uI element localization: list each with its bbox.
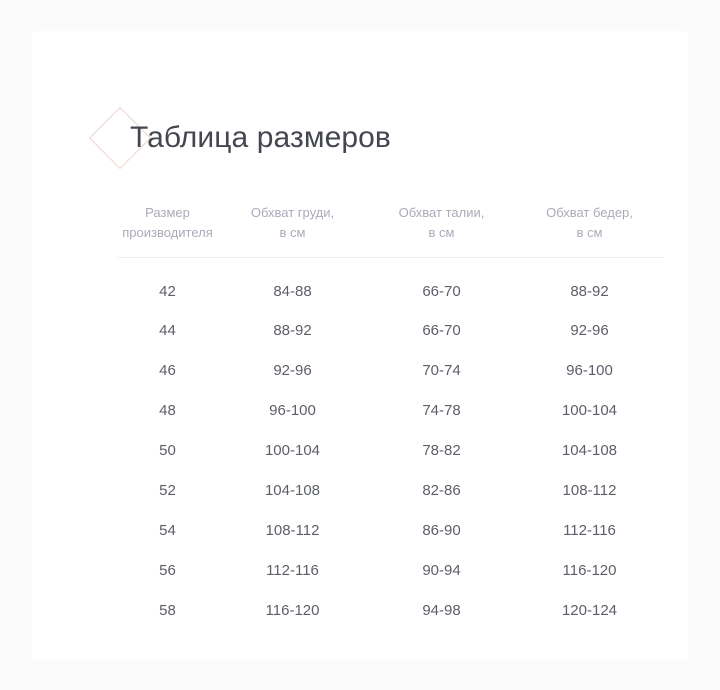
table-row: 46 92-96 70-74 96-100	[117, 351, 663, 391]
cell-hips: 104-108	[561, 442, 618, 460]
cell-chest: 104-108	[264, 482, 321, 500]
cell-hips: 88-92	[570, 282, 609, 300]
cell-waist: 78-82	[422, 442, 461, 460]
cell-waist: 74-78	[422, 402, 461, 420]
cell-hips: 92-96	[570, 322, 609, 340]
size-chart-table: Размер производителя Обхват груди, в см …	[117, 203, 663, 631]
cell-size: 54	[159, 522, 176, 540]
page-title: Таблица размеров	[130, 121, 391, 154]
cell-waist: 94-98	[422, 602, 461, 620]
table-row: 50 100-104 78-82 104-108	[117, 431, 663, 471]
cell-chest: 108-112	[265, 522, 320, 540]
cell-waist: 66-70	[422, 282, 461, 300]
cell-waist: 66-70	[422, 322, 461, 340]
table-row: 44 88-92 66-70 92-96	[117, 311, 663, 351]
cell-hips: 120-124	[561, 602, 618, 620]
cell-chest: 96-100	[269, 402, 316, 420]
cell-hips: 112-116	[563, 522, 616, 540]
table-header-row: Размер производителя Обхват груди, в см …	[117, 203, 663, 259]
cell-size: 56	[159, 562, 176, 580]
cell-size: 46	[159, 362, 176, 380]
column-header-hips: Обхват бедер, в см	[516, 203, 663, 259]
column-header-waist: Обхват талии, в см	[367, 203, 516, 259]
cell-size: 48	[159, 402, 176, 420]
table-row: 52 104-108 82-86 108-112	[117, 471, 663, 511]
title-block: Таблица размеров	[88, 106, 391, 170]
column-header-manufacturer-size: Размер производителя	[117, 203, 218, 259]
cell-waist: 70-74	[422, 362, 461, 380]
table-row: 54 108-112 86-90 112-116	[117, 511, 663, 551]
cell-waist: 90-94	[422, 562, 461, 580]
cell-chest: 92-96	[273, 362, 312, 380]
cell-hips: 96-100	[566, 362, 613, 380]
cell-chest: 88-92	[273, 322, 312, 340]
cell-chest: 84-88	[273, 282, 312, 300]
cell-hips: 108-112	[562, 482, 617, 500]
cell-waist: 82-86	[422, 482, 461, 500]
table-row: 48 96-100 74-78 100-104	[117, 391, 663, 431]
cell-hips: 100-104	[561, 402, 618, 420]
size-chart-card: Таблица размеров Размер производителя Об…	[32, 31, 688, 660]
cell-size: 42	[159, 282, 176, 300]
cell-chest: 116-120	[265, 602, 320, 620]
table-row: 58 116-120 94-98 120-124	[117, 591, 663, 631]
column-header-chest: Обхват груди, в см	[218, 203, 367, 259]
cell-size: 52	[159, 482, 176, 500]
table-body: 42 84-88 66-70 88-92 44 88-92 66-70 92-9…	[117, 258, 663, 631]
table-row: 56 112-116 90-94 116-120	[117, 551, 663, 591]
cell-size: 50	[159, 442, 176, 460]
table-header: Размер производителя Обхват груди, в см …	[117, 203, 663, 259]
cell-size: 44	[159, 322, 176, 340]
table-row: 42 84-88 66-70 88-92	[117, 258, 663, 311]
cell-chest: 112-116	[266, 562, 319, 580]
cell-waist: 86-90	[422, 522, 461, 540]
cell-hips: 116-120	[562, 562, 617, 580]
cell-chest: 100-104	[264, 442, 321, 460]
cell-size: 58	[159, 602, 176, 620]
